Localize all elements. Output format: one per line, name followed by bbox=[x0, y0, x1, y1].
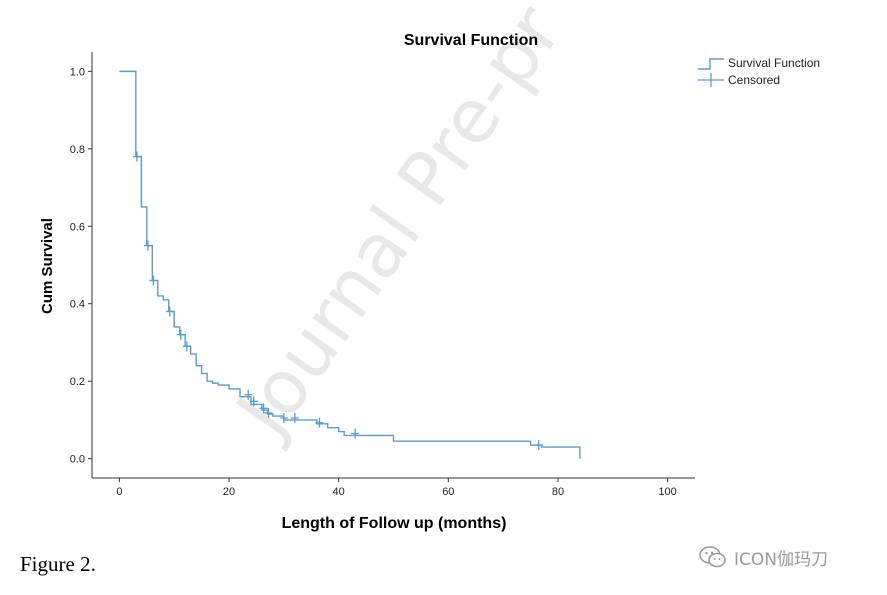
censored-marks bbox=[132, 151, 543, 451]
x-tick-label: 40 bbox=[333, 486, 345, 498]
censored-mark bbox=[315, 417, 324, 428]
y-tick-label: 0.0 bbox=[70, 454, 85, 466]
censored-mark bbox=[165, 306, 174, 317]
censored-mark bbox=[244, 389, 253, 400]
censored-mark bbox=[264, 407, 273, 418]
y-tick-label: 0.4 bbox=[70, 299, 85, 311]
y-tick-label: 1.0 bbox=[70, 66, 85, 78]
wechat-icon bbox=[699, 546, 726, 568]
censored-mark bbox=[149, 275, 158, 286]
y-tick-label: 0.2 bbox=[70, 376, 85, 388]
legend-censored-swatch bbox=[698, 73, 724, 87]
watermark-text: Journal Pre-pr bbox=[218, 0, 579, 454]
x-tick-label: 80 bbox=[552, 486, 564, 498]
legend: Survival Function Censored bbox=[698, 56, 820, 87]
x-tick-label: 100 bbox=[658, 486, 676, 498]
survival-curve bbox=[119, 70, 581, 459]
survival-step-line bbox=[119, 70, 581, 459]
wechat-badge: ICON伽玛刀 bbox=[698, 545, 828, 570]
x-tick-label: 0 bbox=[116, 486, 122, 498]
legend-survival-swatch bbox=[698, 58, 724, 70]
censored-mark bbox=[143, 240, 152, 251]
censored-mark bbox=[279, 412, 288, 423]
censored-mark bbox=[176, 329, 185, 340]
censored-mark bbox=[534, 440, 543, 451]
censored-mark bbox=[290, 412, 299, 423]
axes bbox=[91, 52, 695, 479]
ticks: 0 20 40 60 80 100 0.0 0.2 0.4 0.6 0.8 1.0 bbox=[70, 66, 677, 498]
censored-mark bbox=[249, 396, 258, 407]
legend-censored-label: Censored bbox=[728, 73, 780, 87]
y-tick-label: 0.8 bbox=[70, 144, 85, 156]
censored-mark bbox=[351, 428, 360, 439]
x-axis-label: Length of Follow up (months) bbox=[282, 515, 507, 532]
legend-survival-label: Survival Function bbox=[728, 56, 820, 70]
badge-text: ICON伽玛刀 bbox=[734, 549, 828, 570]
y-axis-label: Cum Survival bbox=[39, 218, 56, 314]
y-tick-label: 0.6 bbox=[70, 221, 85, 233]
censored-mark bbox=[182, 341, 191, 352]
x-tick-label: 20 bbox=[223, 486, 235, 498]
censored-mark bbox=[132, 151, 141, 162]
censored-mark bbox=[259, 403, 268, 414]
figure-caption: Figure 2. bbox=[20, 552, 96, 576]
x-tick-label: 60 bbox=[442, 486, 454, 498]
chart-title: Survival Function bbox=[404, 32, 538, 49]
